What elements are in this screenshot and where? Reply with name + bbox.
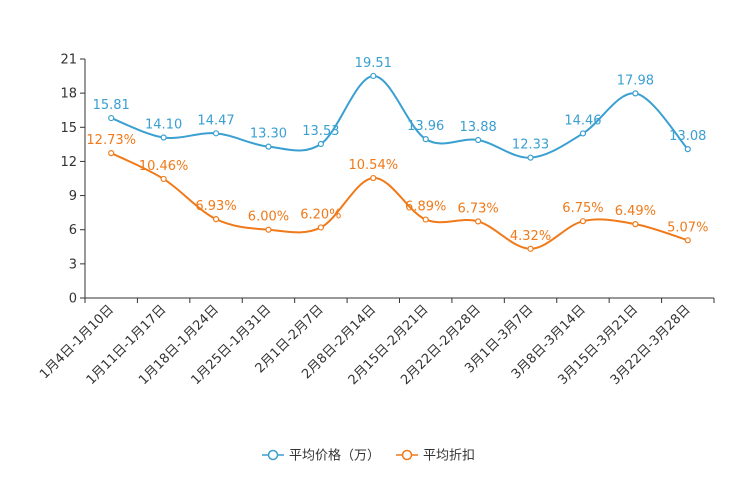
data-label: 12.33 bbox=[512, 138, 549, 153]
data-label: 6.00% bbox=[248, 210, 289, 225]
data-label: 13.30 bbox=[250, 127, 287, 142]
data-label: 10.54% bbox=[349, 158, 399, 173]
legend-item-1[interactable]: 平均折扣 bbox=[396, 449, 475, 464]
data-point[interactable] bbox=[212, 216, 220, 223]
data-point[interactable] bbox=[527, 245, 534, 252]
data-label: 15.81 bbox=[93, 98, 130, 113]
data-label: 13.88 bbox=[460, 120, 497, 135]
data-point[interactable] bbox=[317, 140, 324, 148]
data-point[interactable] bbox=[160, 134, 167, 141]
y-tick-label: 18 bbox=[60, 87, 77, 102]
series-1: 12.73%10.46% 6.93% 6.00% 6.20% 10.54% 6.89% 6.… bbox=[86, 133, 708, 252]
data-point[interactable] bbox=[370, 174, 377, 182]
data-label: 17.98 bbox=[617, 73, 654, 88]
data-point[interactable] bbox=[265, 143, 272, 150]
y-tick-label: 0 bbox=[69, 292, 77, 307]
data-point[interactable] bbox=[422, 136, 429, 143]
data-label: 13.08 bbox=[669, 129, 706, 144]
legend-item-0[interactable]: 平均价格（万） bbox=[262, 448, 380, 464]
data-label: 14.46 bbox=[564, 113, 601, 128]
data-point[interactable] bbox=[475, 136, 482, 144]
y-tick-label: 6 bbox=[69, 223, 77, 238]
data-point[interactable] bbox=[212, 130, 220, 137]
data-label: 6.20% bbox=[300, 207, 341, 222]
data-label: 10.46% bbox=[139, 159, 189, 174]
data-point[interactable] bbox=[579, 130, 587, 137]
legend-marker-icon bbox=[267, 449, 279, 461]
data-point[interactable] bbox=[317, 224, 324, 231]
data-label: 6.73% bbox=[457, 201, 498, 216]
y-tick-label: 9 bbox=[69, 189, 77, 204]
legend-label: 平均价格（万） bbox=[289, 448, 380, 464]
data-label: 12.73% bbox=[86, 133, 136, 148]
data-point[interactable] bbox=[422, 216, 429, 223]
series-layer: 15.81 14.10 14.47 13.30 13.53 19.51 13.96 13.88… bbox=[86, 56, 708, 252]
data-label: 19.51 bbox=[355, 56, 392, 71]
data-point[interactable] bbox=[527, 154, 534, 161]
data-point[interactable] bbox=[370, 72, 377, 80]
data-point[interactable] bbox=[108, 114, 115, 122]
data-label: 14.47 bbox=[197, 113, 234, 128]
data-label: 5.07% bbox=[667, 220, 708, 235]
data-label: 6.89% bbox=[405, 200, 446, 215]
y-tick-label: 3 bbox=[69, 257, 77, 272]
data-point[interactable] bbox=[684, 237, 691, 244]
y-tick-label: 15 bbox=[60, 121, 77, 136]
data-label: 14.10 bbox=[145, 118, 182, 133]
data-point[interactable] bbox=[684, 146, 691, 153]
data-label: 6.93% bbox=[195, 199, 236, 214]
data-label: 13.96 bbox=[407, 119, 444, 134]
legend-label: 平均折扣 bbox=[423, 449, 475, 464]
series-0: 15.81 14.10 14.47 13.30 13.53 19.51 13.96 13.88… bbox=[93, 56, 706, 161]
data-label: 13.53 bbox=[302, 124, 339, 139]
data-point[interactable] bbox=[265, 226, 272, 233]
data-point[interactable] bbox=[108, 150, 115, 157]
data-point[interactable] bbox=[160, 175, 167, 183]
legend[interactable]: 平均价格（万） 平均折扣 bbox=[262, 448, 475, 464]
data-label: 6.49% bbox=[615, 204, 656, 219]
legend-marker-icon bbox=[401, 449, 413, 461]
y-tick-label: 12 bbox=[60, 155, 77, 170]
data-point[interactable] bbox=[632, 90, 639, 97]
data-point[interactable] bbox=[475, 218, 482, 225]
data-point[interactable] bbox=[632, 221, 639, 228]
data-label: 4.32% bbox=[510, 229, 551, 244]
data-point[interactable] bbox=[579, 218, 587, 225]
y-tick-label: 21 bbox=[60, 53, 77, 68]
data-label: 6.75% bbox=[562, 201, 603, 216]
